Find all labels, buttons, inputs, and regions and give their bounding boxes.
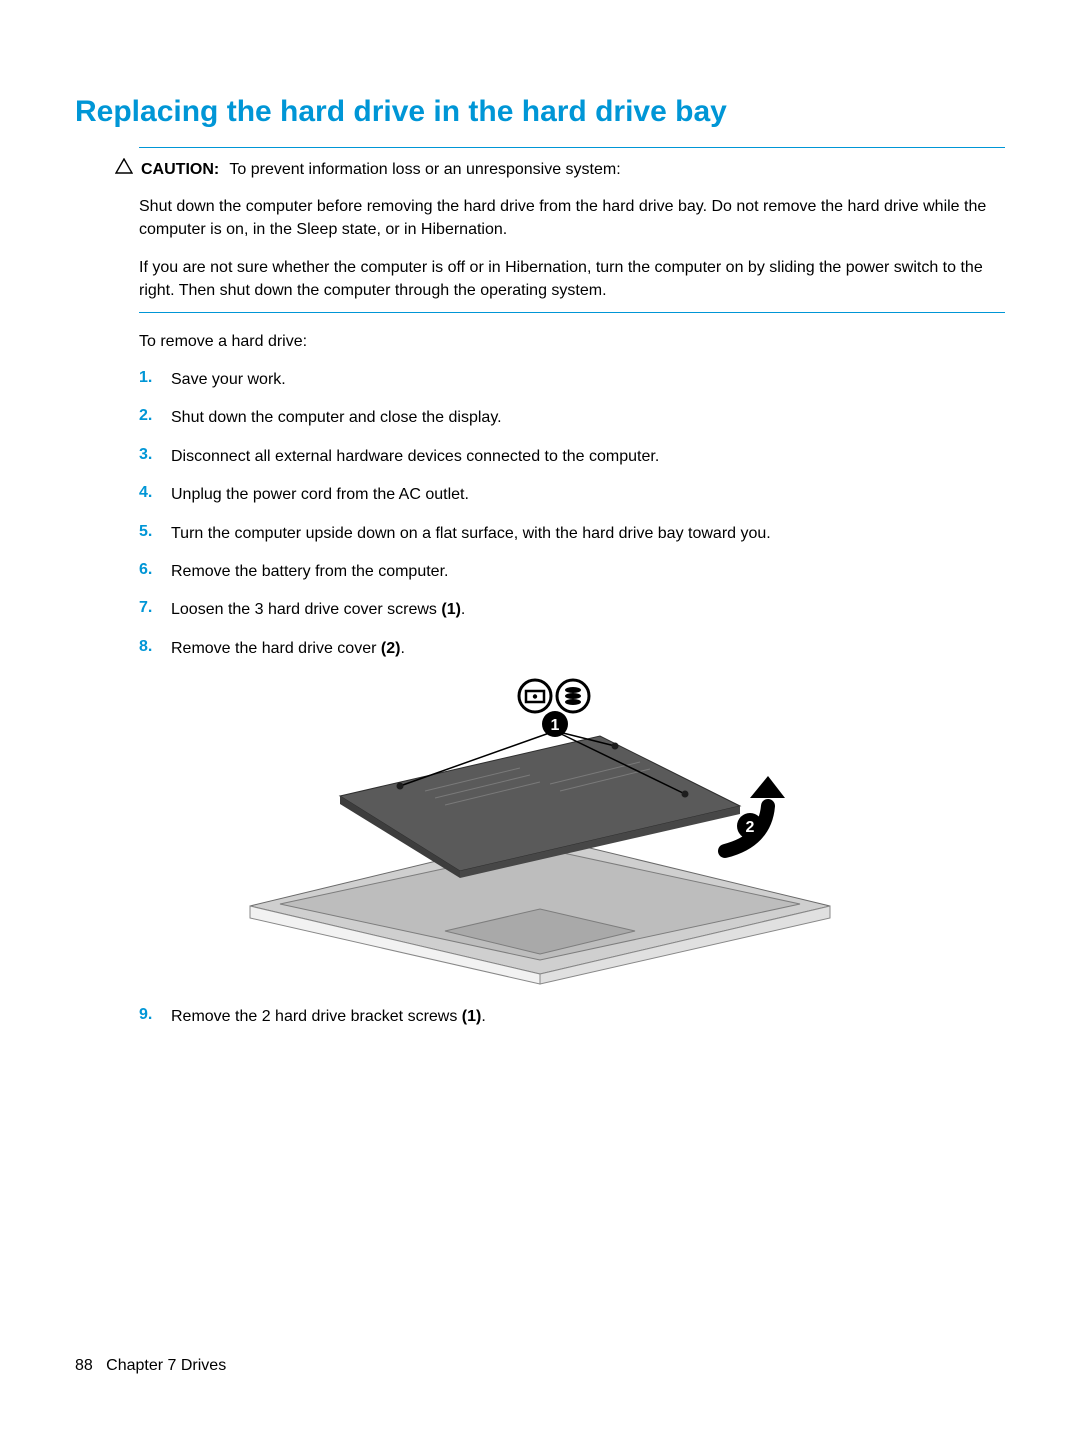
chapter-label: Chapter 7 Drives xyxy=(106,1357,226,1374)
step-text-main: Remove the hard drive cover xyxy=(171,640,381,657)
step-text-bold: (1) xyxy=(441,601,461,618)
step-number: 2. xyxy=(139,407,171,425)
caution-lead-text: To prevent information loss or an unresp… xyxy=(229,161,620,178)
caution-box: CAUTION: To prevent information loss or … xyxy=(139,147,1005,313)
step-text: Disconnect all external hardware devices… xyxy=(171,446,659,468)
step-text-tail: . xyxy=(481,1008,485,1025)
caution-label: CAUTION: xyxy=(141,161,219,178)
step-text-main: Loosen the 3 hard drive cover screws xyxy=(171,601,441,618)
callout-2-text: 2 xyxy=(746,819,755,836)
step-text: Save your work. xyxy=(171,369,286,391)
caution-para-1: Shut down the computer before removing t… xyxy=(139,195,1005,241)
caution-lead-row: CAUTION: To prevent information loss or … xyxy=(139,158,1005,181)
step-item: 9. Remove the 2 hard drive bracket screw… xyxy=(139,1006,1005,1028)
caution-triangle-icon xyxy=(115,158,133,179)
step-text: Loosen the 3 hard drive cover screws (1)… xyxy=(171,599,465,621)
step-text-main: Remove the 2 hard drive bracket screws xyxy=(171,1008,462,1025)
step-number: 4. xyxy=(139,484,171,502)
step-text-bold: (1) xyxy=(462,1008,482,1025)
step-text: Unplug the power cord from the AC outlet… xyxy=(171,484,469,506)
steps-list: 1. Save your work. 2. Shut down the comp… xyxy=(139,369,1005,660)
step-text: Remove the hard drive cover (2). xyxy=(171,638,405,660)
step-text-bold: (2) xyxy=(381,640,401,657)
step-item: 4. Unplug the power cord from the AC out… xyxy=(139,484,1005,506)
step-item: 8. Remove the hard drive cover (2). xyxy=(139,638,1005,660)
step-text: Remove the 2 hard drive bracket screws (… xyxy=(171,1006,486,1028)
step-number: 7. xyxy=(139,599,171,617)
step-text: Turn the computer upside down on a flat … xyxy=(171,523,771,545)
step-item: 3. Disconnect all external hardware devi… xyxy=(139,446,1005,468)
step-number: 5. xyxy=(139,523,171,541)
step-text: Shut down the computer and close the dis… xyxy=(171,407,502,429)
step-number: 8. xyxy=(139,638,171,656)
step-text-tail: . xyxy=(400,640,404,657)
step-text: Remove the battery from the computer. xyxy=(171,561,448,583)
step-number: 1. xyxy=(139,369,171,387)
steps-list-continued: 9. Remove the 2 hard drive bracket screw… xyxy=(139,1006,1005,1028)
callout-1-text: 1 xyxy=(551,717,560,734)
step-number: 9. xyxy=(139,1006,171,1024)
step-item: 7. Loosen the 3 hard drive cover screws … xyxy=(139,599,1005,621)
page-footer: 88 Chapter 7 Drives xyxy=(75,1357,226,1375)
figure-container: 1 2 xyxy=(75,676,1005,986)
step-item: 6. Remove the battery from the computer. xyxy=(139,561,1005,583)
caution-para-2: If you are not sure whether the computer… xyxy=(139,256,1005,302)
step-item: 5. Turn the computer upside down on a fl… xyxy=(139,523,1005,545)
page-number: 88 xyxy=(75,1357,93,1374)
hard-drive-figure: 1 2 xyxy=(220,676,860,986)
intro-text: To remove a hard drive: xyxy=(139,333,1005,351)
step-number: 6. xyxy=(139,561,171,579)
step-item: 1. Save your work. xyxy=(139,369,1005,391)
step-text-tail: . xyxy=(461,601,465,618)
step-number: 3. xyxy=(139,446,171,464)
page-title: Replacing the hard drive in the hard dri… xyxy=(75,95,1005,129)
caution-lead: CAUTION: To prevent information loss or … xyxy=(141,158,621,181)
step-item: 2. Shut down the computer and close the … xyxy=(139,407,1005,429)
